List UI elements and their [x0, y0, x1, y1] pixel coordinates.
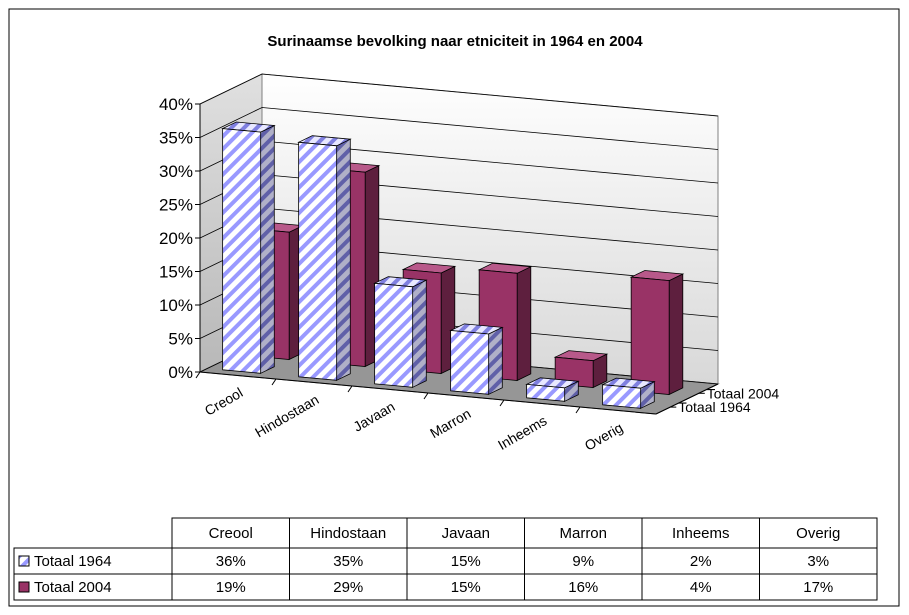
table-header: Overig — [796, 525, 840, 542]
legend-label: Totaal 1964 — [34, 553, 112, 570]
depth-axis — [655, 383, 719, 415]
table-header: Javaan — [442, 525, 490, 542]
table-cell: 36% — [216, 553, 246, 570]
table-cell: 2% — [690, 553, 712, 570]
y-tick-label: 25% — [159, 196, 193, 215]
grid-line — [199, 107, 719, 150]
table-cell: 15% — [451, 553, 481, 570]
table-cell: 17% — [803, 579, 833, 596]
bar-front — [526, 383, 566, 402]
x-tick — [575, 406, 581, 414]
legend-swatch — [18, 555, 30, 567]
bar — [525, 377, 580, 402]
x-tick — [499, 399, 505, 407]
bar — [221, 121, 276, 374]
x-tick — [423, 392, 429, 400]
table-header: Creool — [209, 525, 253, 542]
bar-side — [516, 266, 532, 382]
table-header: Hindostaan — [310, 525, 386, 542]
table-header: Marron — [559, 525, 607, 542]
bar-front — [222, 128, 262, 374]
bar-side — [336, 138, 351, 381]
table-cell: 3% — [807, 553, 829, 570]
x-tick — [347, 385, 353, 393]
bar — [373, 276, 428, 388]
plot-area: 0%5%10%15%20%25%30%35%40%Creool Hindostaa… — [159, 73, 780, 454]
bar-front — [602, 384, 642, 409]
bar — [449, 323, 504, 395]
legend-label: Totaal 2004 — [34, 579, 112, 596]
y-tick-label: 10% — [159, 296, 193, 315]
bar-side — [488, 326, 503, 395]
table-header: Inheems — [672, 525, 730, 542]
table-cell: 4% — [690, 579, 712, 596]
y-tick-label: 20% — [159, 229, 193, 248]
y-tick-label: 0% — [168, 363, 193, 382]
bar — [297, 135, 352, 381]
y-tick-label: 30% — [159, 162, 193, 181]
bar-side — [412, 279, 427, 388]
grid-line — [199, 73, 719, 117]
bar-front — [630, 276, 670, 395]
y-tick-label: 15% — [159, 263, 193, 282]
depth-label: Totaal 1964 — [678, 399, 751, 415]
bar-front — [374, 282, 414, 388]
x-tick — [271, 378, 277, 386]
table-cell: 35% — [333, 553, 363, 570]
data-table: Creool Hindostaan Javaan Marron Inheems Overi… — [13, 517, 878, 601]
table-cell: 15% — [451, 579, 481, 596]
chart-title: Surinaamse bevolking naar etniciteit in … — [267, 33, 643, 50]
y-tick-label: 40% — [159, 95, 193, 114]
legend-swatch — [18, 581, 30, 593]
x-tick — [195, 371, 201, 379]
y-tick-label: 35% — [159, 129, 193, 148]
table-cell: 9% — [572, 553, 594, 570]
bar-front — [298, 141, 338, 381]
bar-side — [668, 273, 684, 396]
bar — [601, 377, 656, 409]
table-cell: 29% — [333, 579, 363, 596]
table-cell: 19% — [216, 579, 246, 596]
bar — [629, 270, 685, 396]
table-cell: 16% — [568, 579, 598, 596]
depth-label: Totaal 2004 — [707, 385, 780, 401]
bar-front — [450, 330, 490, 395]
bar-side — [260, 124, 275, 374]
y-tick-label: 5% — [168, 330, 193, 349]
